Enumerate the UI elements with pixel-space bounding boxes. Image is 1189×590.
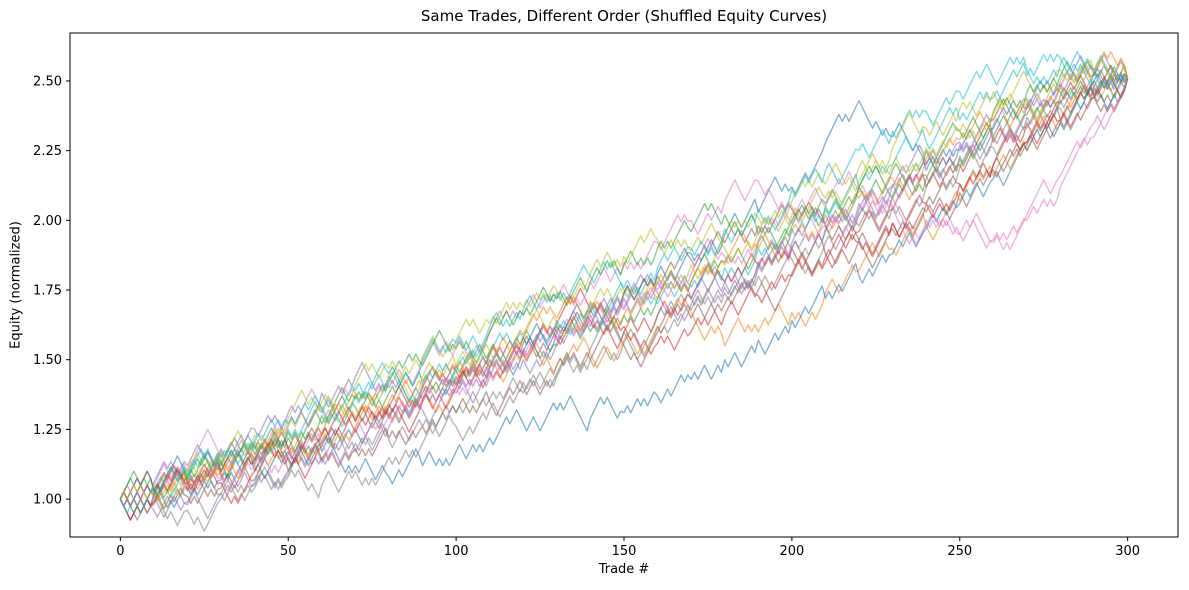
equity-curve-shuffle-15	[119, 64, 1129, 500]
y-tick-label: 1.75	[33, 284, 62, 299]
y-tick-label: 1.25	[33, 423, 62, 438]
y-tick-label: 1.00	[33, 493, 62, 508]
x-tick-label: 0	[116, 544, 124, 559]
x-axis-label: Trade #	[598, 562, 650, 577]
y-tick-label: 1.50	[33, 353, 62, 368]
chart-title: Same Trades, Different Order (Shuffled E…	[420, 7, 828, 25]
equity-curve-shuffle-16	[119, 78, 1129, 507]
x-tick-label: 200	[779, 544, 804, 559]
equity-curve-shuffle-17	[119, 77, 1129, 507]
equity-curve-shuffle-08	[119, 74, 1129, 532]
equity-curve-shuffle-12	[119, 51, 1129, 507]
y-tick-label: 2.00	[33, 214, 62, 229]
equity-curve-shuffle-10	[119, 51, 1128, 514]
x-tick-label: 100	[444, 544, 469, 559]
x-tick-label: 150	[612, 544, 637, 559]
equity-curve-shuffle-19	[119, 57, 1129, 500]
y-tick-label: 2.25	[33, 144, 62, 159]
equity-curve-shuffle-18	[119, 64, 1128, 518]
x-tick-label: 250	[947, 544, 972, 559]
equity-curve-shuffle-09	[119, 57, 1129, 514]
x-tick-label: 300	[1115, 544, 1140, 559]
equity-curve-shuffle-11	[119, 77, 1129, 509]
y-tick-label: 2.50	[33, 74, 62, 89]
equity-curve-shuffle-20	[119, 56, 1128, 514]
x-tick-label: 50	[280, 544, 297, 559]
